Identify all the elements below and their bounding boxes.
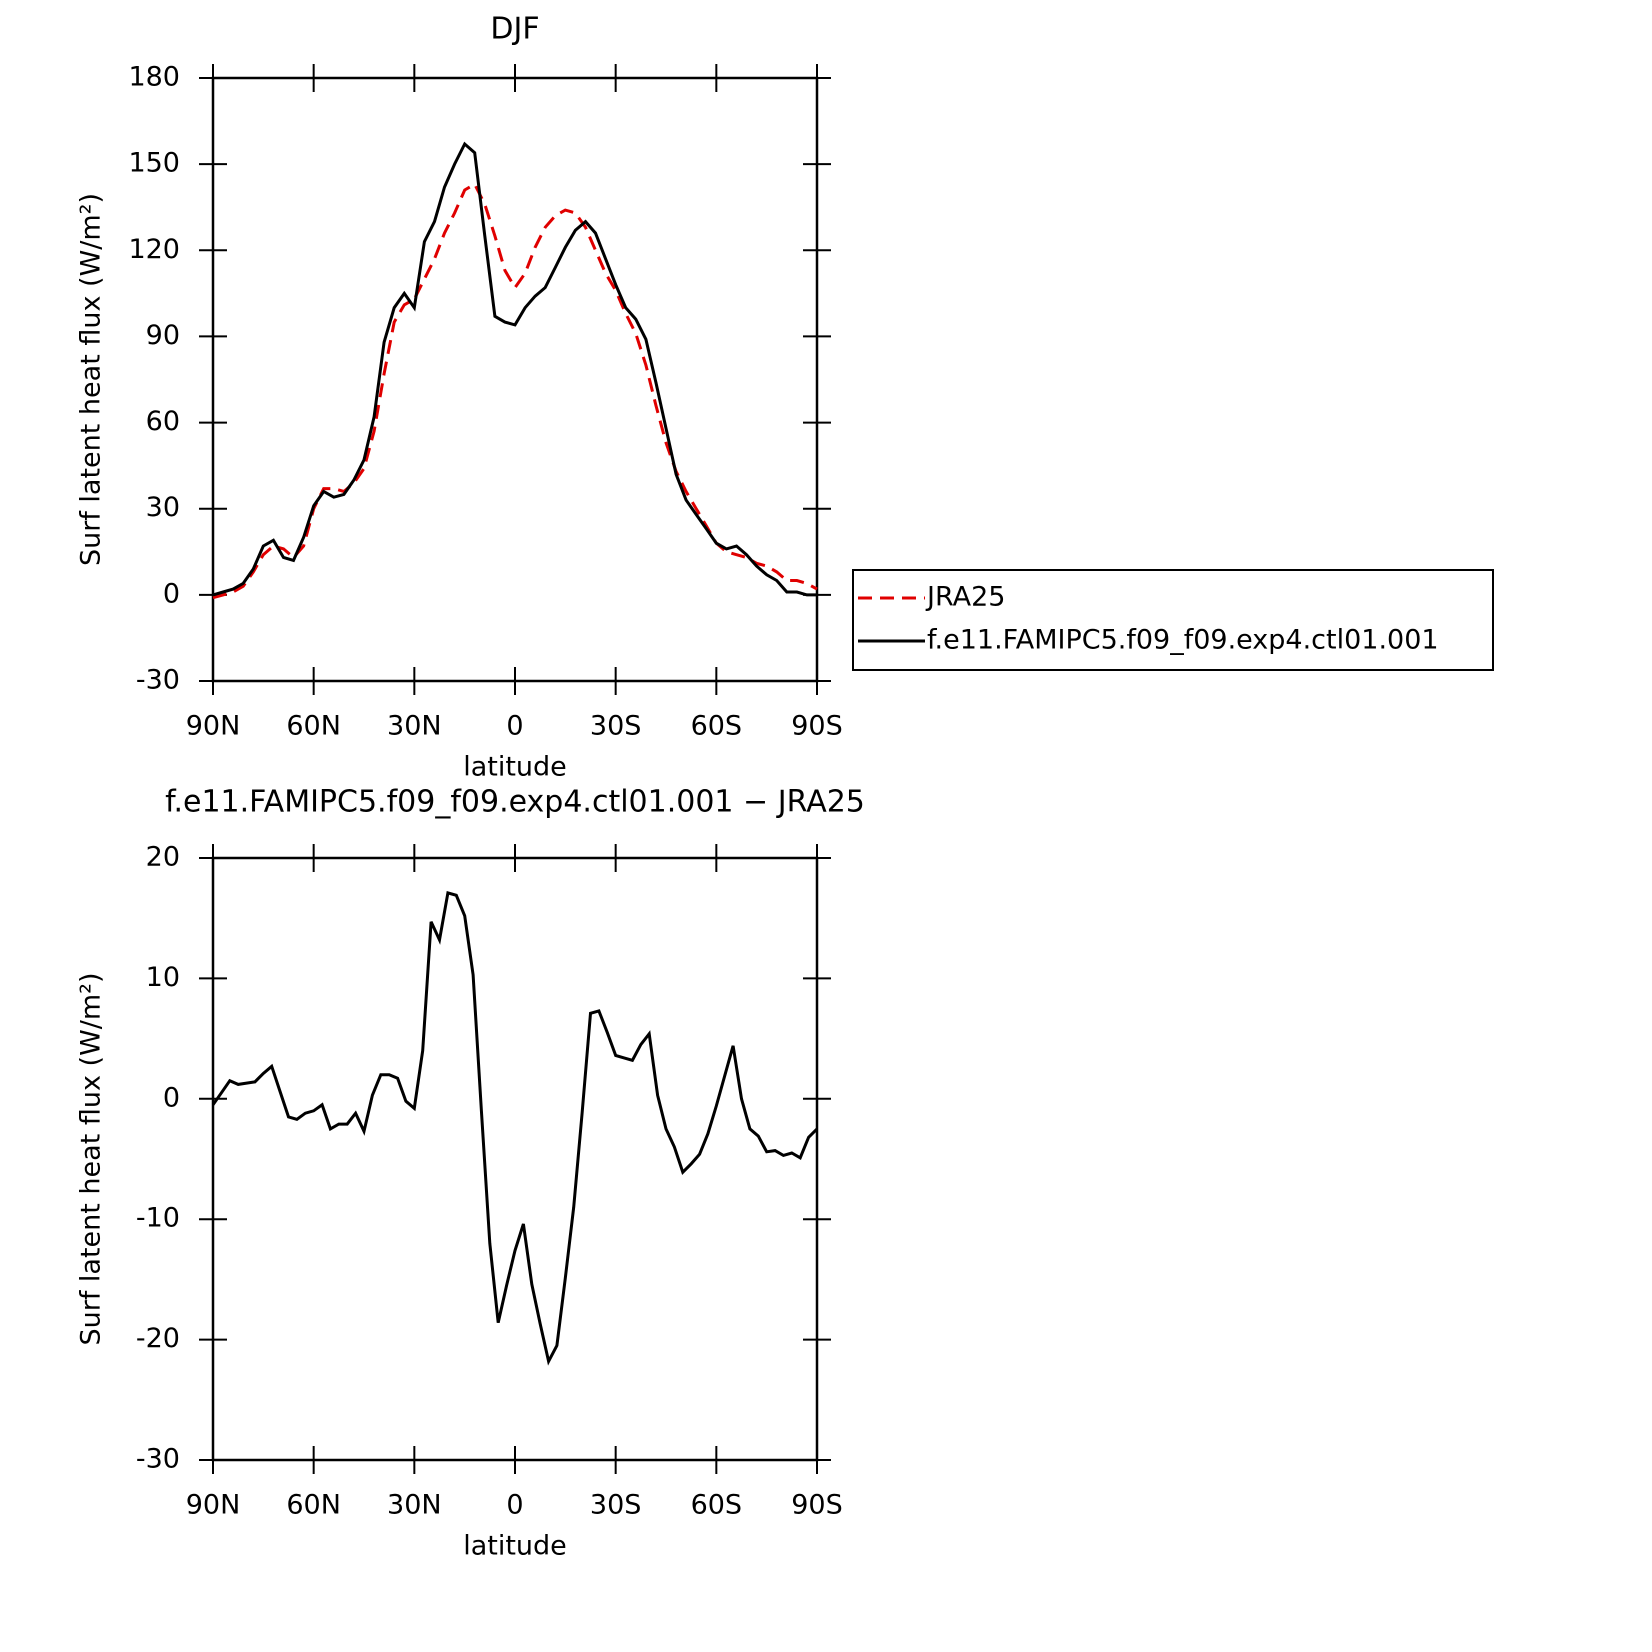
data-line — [212, 141, 817, 597]
x-axis-label: latitude — [463, 752, 567, 783]
x-tick-label: 30N — [387, 1490, 442, 1521]
y-tick-label: -10 — [136, 1203, 180, 1234]
x-tick-label: 90S — [791, 1490, 843, 1521]
y-axis-label: Surf latent heat flux (W/m²) — [76, 972, 107, 1345]
y-tick-label: 20 — [146, 842, 180, 873]
x-tick-label: 30N — [387, 711, 442, 742]
y-axis-label: Surf latent heat flux (W/m²) — [76, 193, 107, 566]
y-tick-label: 0 — [163, 1082, 180, 1113]
x-axis-label: latitude — [463, 1531, 567, 1562]
x-tick-label: 60S — [691, 1490, 743, 1521]
chart-title: f.e11.FAMIPC5.f09_f09.exp4.ctl01.001 − J… — [165, 785, 865, 820]
plot-frame — [211, 856, 819, 1462]
y-tick-label: 30 — [146, 492, 180, 523]
y-tick-label: 180 — [128, 62, 180, 93]
y-tick-label: 90 — [146, 320, 180, 351]
plot-frame — [211, 76, 819, 683]
x-tick-label: 60N — [286, 1490, 341, 1521]
y-tick-label: 150 — [128, 148, 180, 179]
x-tick-label: 30S — [590, 1490, 642, 1521]
y-tick-label: 0 — [163, 578, 180, 609]
y-tick-label: 120 — [128, 234, 180, 265]
legend-box — [852, 569, 1494, 671]
x-tick-label: 0 — [506, 1490, 523, 1521]
x-tick-label: 0 — [506, 711, 523, 742]
x-tick-label: 90N — [186, 1490, 241, 1521]
data-line — [211, 891, 819, 1366]
x-tick-label: 60S — [691, 711, 743, 742]
x-tick-label: 30S — [590, 711, 642, 742]
y-tick-label: 60 — [146, 406, 180, 437]
x-tick-label: 90S — [791, 711, 843, 742]
y-tick-label: -30 — [136, 665, 180, 696]
y-tick-label: 10 — [146, 962, 180, 993]
legend-label: f.e11.FAMIPC5.f09_f09.exp4.ctl01.001 — [927, 625, 1439, 656]
y-tick-label: -30 — [136, 1444, 180, 1475]
x-tick-label: 90N — [186, 711, 241, 742]
x-tick-label: 60N — [286, 711, 341, 742]
legend-label: JRA25 — [925, 582, 1005, 613]
chart-title: DJF — [490, 12, 539, 47]
y-tick-label: -20 — [136, 1323, 180, 1354]
